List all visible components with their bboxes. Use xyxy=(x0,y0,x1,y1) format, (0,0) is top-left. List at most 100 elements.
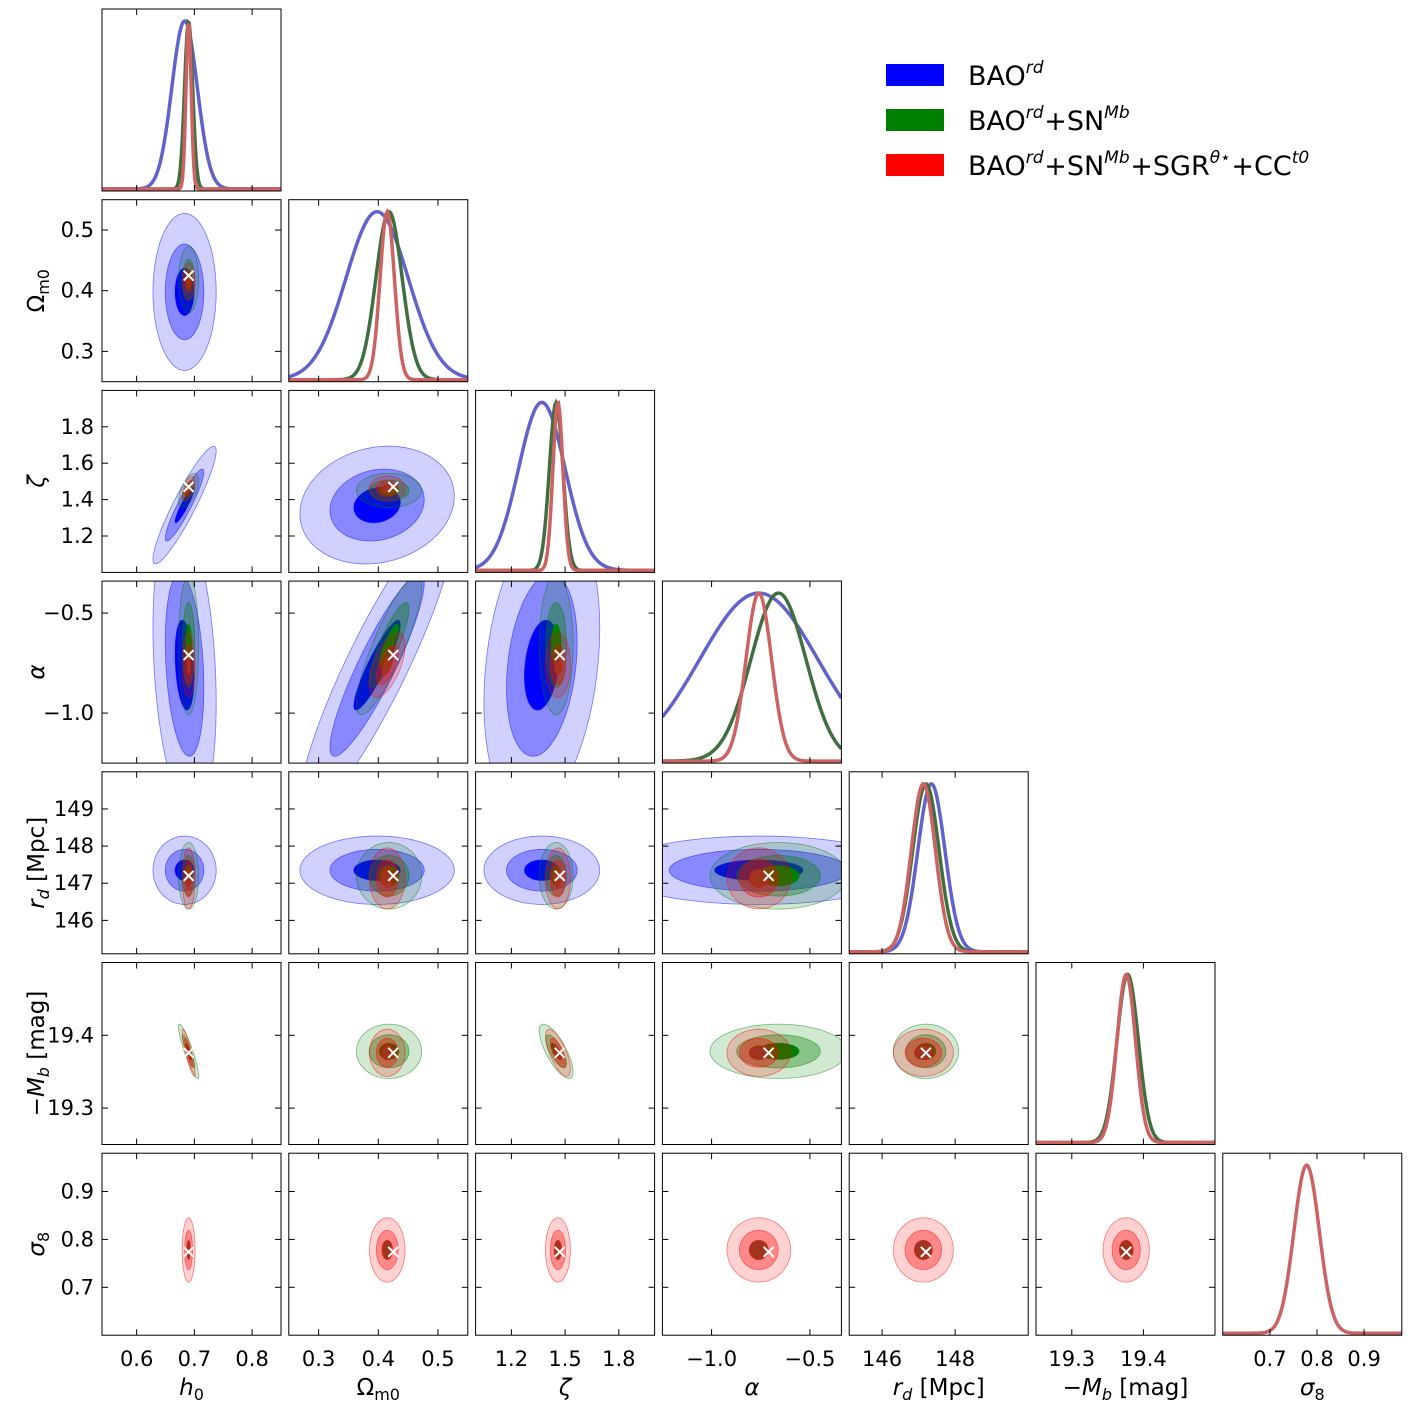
contour-zeta-alpha-series-2-level-2 xyxy=(553,654,563,676)
legend-label-2: BAOrd +SNMb +SGRθ⋆ +CCt0 xyxy=(968,148,1309,182)
legend-label-1: BAOrd +SNMb xyxy=(968,103,1130,137)
best-fit-marker xyxy=(387,1246,399,1258)
best-fit-marker xyxy=(182,269,195,282)
x-tick-label: 1.8 xyxy=(602,1347,635,1371)
best-fit-marker xyxy=(554,1246,566,1258)
panel-frame xyxy=(101,389,282,573)
y-tick-label: 1.2 xyxy=(61,524,94,548)
x-tick-label: −0.5 xyxy=(784,1347,835,1371)
y-tick-label: 0.7 xyxy=(61,1275,94,1299)
legend-swatch-1 xyxy=(886,109,944,131)
contour-h0-alpha-series-2-level-2 xyxy=(186,654,191,676)
panel-h0-om xyxy=(101,199,282,383)
y-tick-label: 1.8 xyxy=(61,415,94,439)
best-fit-marker xyxy=(762,870,775,882)
y-axis-title-rd: rd [Mpc] xyxy=(24,817,53,909)
panel-frame xyxy=(848,962,1029,1145)
panel-frame xyxy=(661,771,842,955)
marginal-zeta-series-2 xyxy=(475,399,655,573)
contour-om-alpha-series-1-level-2 xyxy=(378,623,400,667)
contour-alpha-mb-series-2-level-2 xyxy=(748,1045,769,1061)
x-tick-label: 1.2 xyxy=(495,1347,528,1371)
panel-rd-rd xyxy=(848,771,1029,955)
panel-frame xyxy=(1035,1152,1216,1336)
y-axis-title-mb: −Mb [mag] xyxy=(24,991,53,1117)
best-fit-marker xyxy=(182,649,195,661)
x-tick-label: 0.3 xyxy=(302,1347,335,1371)
marginal-rd-series-2 xyxy=(849,781,1029,954)
x-tick-label: −1.0 xyxy=(686,1347,737,1371)
legend-swatch-0 xyxy=(886,64,944,86)
best-fit-marker xyxy=(182,1047,195,1059)
panel-alpha-alpha xyxy=(661,580,842,764)
x-axis-title-alpha: α xyxy=(744,1375,759,1401)
y-tick-label: 19.4 xyxy=(47,1023,94,1047)
panel-om-zeta xyxy=(288,389,469,573)
panel-h0-mb xyxy=(101,962,282,1145)
contour-om-alpha-series-2-level-2 xyxy=(381,654,394,676)
panel-om-s8 xyxy=(288,1152,469,1336)
best-fit-marker xyxy=(554,649,566,661)
y-axis-title-alpha: α xyxy=(24,665,50,680)
panel-zeta-rd xyxy=(475,771,656,955)
panel-alpha-rd xyxy=(661,771,842,955)
best-fit-marker xyxy=(182,870,195,882)
panel-om-mb xyxy=(288,962,469,1145)
x-tick-label: 0.7 xyxy=(1253,1347,1286,1371)
panel-frame xyxy=(848,1152,1029,1336)
y-tick-label: 1.4 xyxy=(61,488,94,512)
panel-s8-s8 xyxy=(1222,1152,1403,1336)
x-tick-label: 146 xyxy=(862,1347,902,1371)
panel-zeta-s8 xyxy=(475,1152,656,1336)
marginal-mb-series-2 xyxy=(1036,972,1215,1145)
best-fit-marker xyxy=(387,481,399,493)
best-fit-marker xyxy=(387,649,399,661)
panel-om-alpha xyxy=(288,580,469,764)
x-tick-label: 0.4 xyxy=(362,1347,395,1371)
y-axis-title-s8: σ8 xyxy=(24,1232,53,1257)
best-fit-marker xyxy=(554,870,566,882)
panel-mb-s8 xyxy=(1035,1152,1216,1336)
panel-rd-s8 xyxy=(848,1152,1029,1336)
y-tick-label: 0.4 xyxy=(61,279,94,303)
y-tick-label: 19.3 xyxy=(47,1096,94,1120)
x-tick-label: 0.8 xyxy=(235,1347,268,1371)
best-fit-marker xyxy=(920,1246,932,1258)
x-tick-label: 0.7 xyxy=(178,1347,211,1371)
panel-h0-s8 xyxy=(101,1152,282,1336)
marginal-om-series-0 xyxy=(288,209,468,380)
y-tick-label: 0.9 xyxy=(61,1180,94,1204)
x-axis-title-zeta: ζ xyxy=(558,1375,573,1401)
panel-frame xyxy=(101,1152,282,1336)
y-tick-label: 148 xyxy=(54,834,94,858)
panel-rd-mb xyxy=(848,962,1029,1145)
marginal-h0-series-2 xyxy=(102,22,281,191)
x-tick-label: 19.3 xyxy=(1048,1347,1095,1371)
x-axis-title-rd: rd [Mpc] xyxy=(893,1375,985,1404)
x-tick-label: 19.4 xyxy=(1120,1347,1167,1371)
panel-h0-alpha xyxy=(101,580,282,764)
y-tick-label: 1.6 xyxy=(61,451,94,475)
y-tick-label: 0.8 xyxy=(61,1227,94,1251)
legend-label-0: BAOrd xyxy=(968,58,1044,92)
contour-alpha-rd-series-2-level-2 xyxy=(748,868,769,888)
y-tick-label: −0.5 xyxy=(43,601,94,625)
panel-zeta-zeta xyxy=(475,389,656,573)
legend-swatch-2 xyxy=(886,154,944,176)
x-tick-label: 0.9 xyxy=(1347,1347,1380,1371)
panel-h0-h0 xyxy=(101,8,282,192)
panel-frame xyxy=(101,771,282,955)
panel-om-rd xyxy=(288,771,469,955)
panel-frame xyxy=(101,962,282,1145)
best-fit-marker xyxy=(182,1246,195,1258)
panel-frame xyxy=(1222,1152,1403,1336)
x-tick-label: 148 xyxy=(935,1347,975,1371)
panel-frame xyxy=(101,580,282,764)
panel-frame xyxy=(101,8,282,192)
panel-h0-zeta xyxy=(101,389,282,573)
panel-zeta-alpha xyxy=(475,580,656,764)
panel-frame xyxy=(848,771,1029,955)
contour-om-mb-series-2-level-2 xyxy=(381,1045,394,1061)
y-axis-title-zeta: ζ xyxy=(24,474,50,489)
